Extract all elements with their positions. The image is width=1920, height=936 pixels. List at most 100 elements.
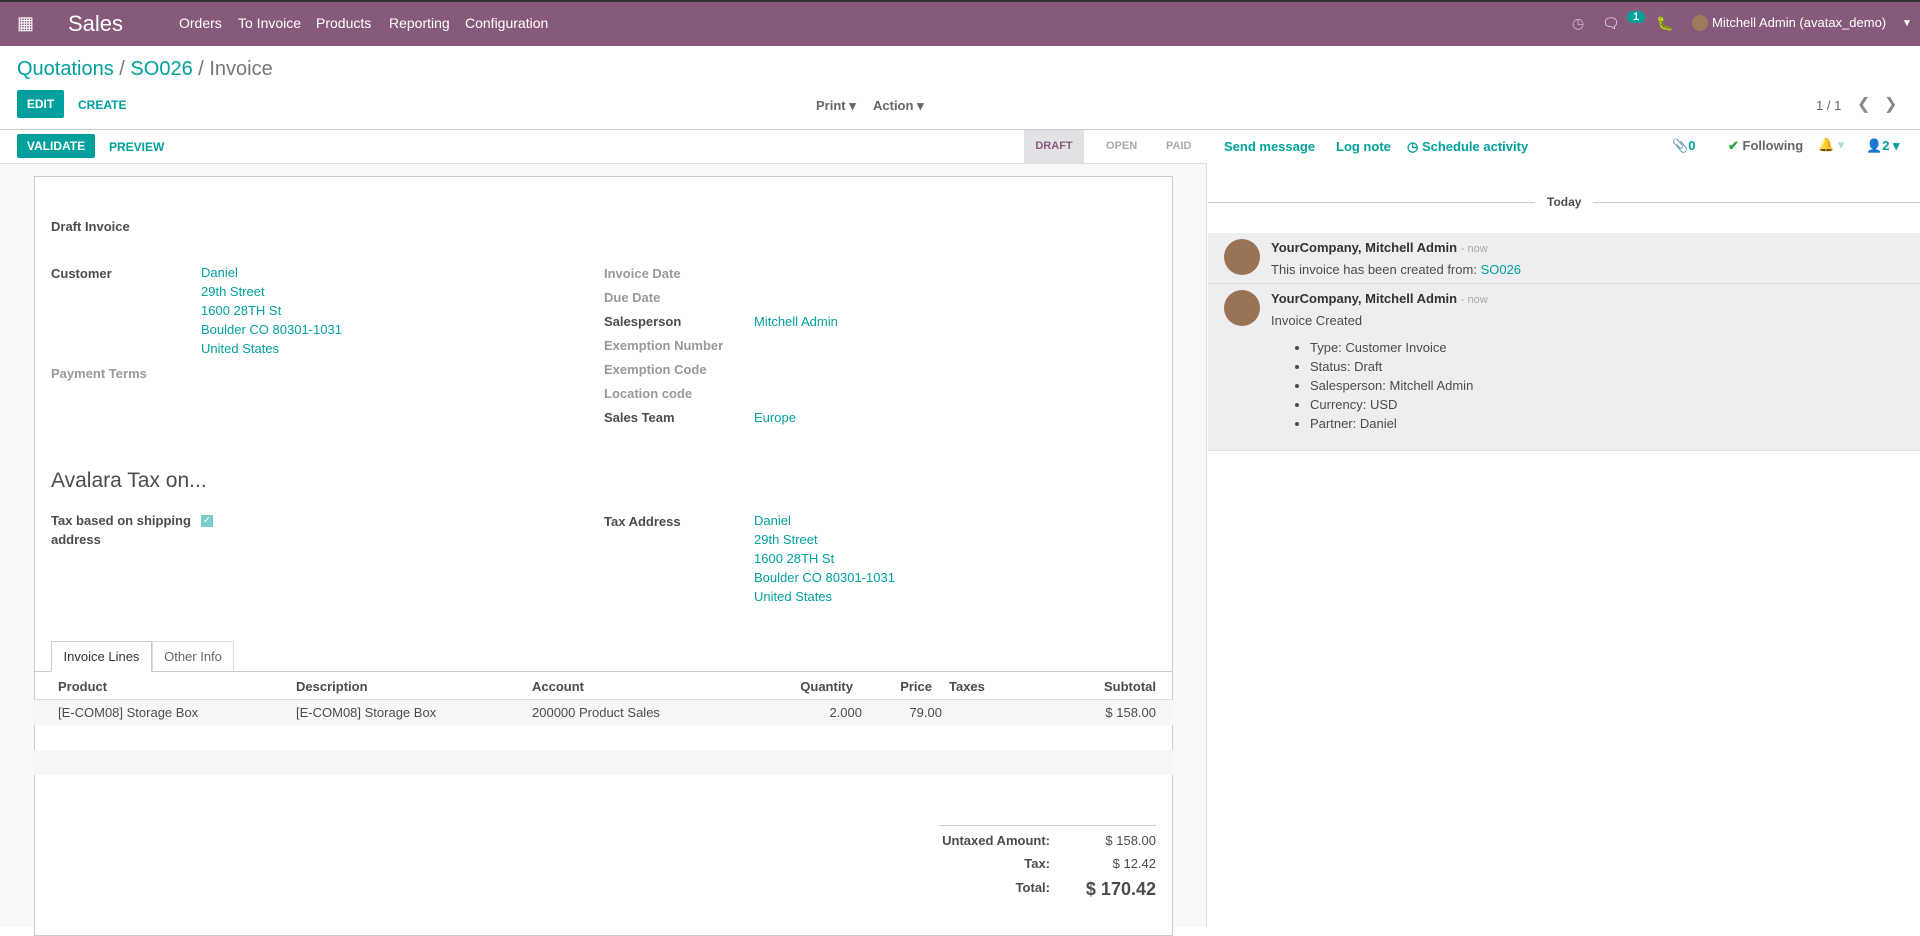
cell-price: 79.00 [909, 705, 942, 720]
pager: 1 / 1 [1816, 98, 1842, 113]
message-body: This invoice has been created from: SO02… [1271, 262, 1522, 277]
message-author: YourCompany, Mitchell Admin - now [1271, 291, 1488, 306]
customer-label: Customer [51, 266, 112, 281]
edit-button[interactable]: EDIT [17, 90, 64, 118]
attachments-button[interactable]: 📎0 [1672, 138, 1696, 153]
col-product[interactable]: Product [58, 679, 108, 694]
following-button[interactable]: ✔ Following [1728, 138, 1804, 153]
chevron-down-icon[interactable]: ▼ [1902, 18, 1912, 29]
tracking-list: Type: Customer InvoiceStatus: DraftSales… [1310, 338, 1473, 433]
tax-label: Tax: [1024, 856, 1050, 871]
form-title: Draft Invoice [51, 219, 130, 234]
untaxed-amount: $ 158.00 [1105, 833, 1156, 848]
tax-amount: $ 12.42 [1112, 856, 1156, 871]
col-subtotal[interactable]: Subtotal [1104, 679, 1156, 694]
avalara-section-title: Avalara Tax on... [51, 469, 207, 492]
tab-invoice-lines[interactable]: Invoice Lines [51, 641, 152, 672]
check-icon: ✔ [1728, 138, 1739, 153]
stage-paid[interactable]: PAID [1166, 140, 1192, 152]
action-dropdown[interactable]: Action ▾ [873, 98, 924, 113]
divider [0, 129, 1920, 130]
message-body: Invoice Created [1271, 313, 1363, 328]
messages-badge: 1 [1627, 11, 1646, 23]
paperclip-icon: 📎 [1672, 138, 1689, 153]
col-quantity[interactable]: Quantity [800, 679, 853, 694]
sales-team-field[interactable]: Europe [754, 410, 796, 425]
breadcrumb-current: Invoice [209, 58, 273, 80]
untaxed-label: Untaxed Amount: [942, 833, 1050, 848]
bell-icon[interactable]: 🔔 ▾ [1818, 137, 1845, 152]
location-code-label: Location code [604, 386, 693, 401]
col-taxes[interactable]: Taxes [949, 679, 985, 694]
followers-button[interactable]: 👤2 ▾ [1866, 138, 1900, 153]
tax-address-field[interactable]: Daniel 29th Street 1600 28TH St Boulder CO … [754, 513, 895, 604]
cell-product: [E-COM08] Storage Box [58, 705, 199, 720]
col-description[interactable]: Description [296, 679, 368, 694]
message-author: YourCompany, Mitchell Admin - now [1271, 240, 1488, 255]
totals-divider [939, 825, 1156, 826]
due-date-label: Due Date [604, 290, 661, 305]
menu-configuration[interactable]: Configuration [465, 15, 549, 31]
user-menu[interactable]: Mitchell Admin (avatax_demo) [1712, 15, 1887, 30]
pager-next-icon[interactable]: ❯ [1884, 96, 1898, 113]
statusbar [0, 130, 1207, 164]
pager-prev-icon[interactable]: ❮ [1857, 96, 1871, 113]
clock-icon: ◷ [1407, 139, 1419, 154]
stage-draft[interactable]: DRAFT [1024, 130, 1084, 163]
menu-products[interactable]: Products [316, 15, 372, 31]
apps-menu-icon[interactable]: ▦ [17, 13, 35, 33]
cell-account: 200000 Product Sales [532, 705, 660, 720]
menu-orders[interactable]: Orders [179, 15, 222, 31]
breadcrumb-quotations[interactable]: Quotations [17, 58, 114, 80]
breadcrumb-sep: / [198, 58, 204, 80]
tab-other-info[interactable]: Other Info [152, 641, 234, 671]
form-sheet [34, 176, 1173, 936]
so026-link[interactable]: SO026 [1480, 262, 1522, 277]
customer-field[interactable]: Daniel 29th Street 1600 28TH St Boulder CO … [201, 265, 342, 356]
tax-shipping-checkbox[interactable]: ✓ [201, 515, 213, 527]
breadcrumb-sep: / [119, 58, 125, 80]
avatar [1224, 239, 1260, 275]
navbar: ▦ Sales Orders To Invoice Products Repor… [0, 0, 1920, 46]
total-label: Total: [1015, 880, 1050, 895]
validate-button[interactable]: VALIDATE [17, 134, 95, 158]
breadcrumb-so026[interactable]: SO026 [130, 58, 193, 80]
cell-quantity: 2.000 [829, 705, 862, 720]
app-name[interactable]: Sales [68, 11, 124, 36]
table-header [34, 672, 1173, 700]
cell-subtotal: $ 158.00 [1105, 705, 1156, 720]
col-price[interactable]: Price [900, 679, 932, 694]
sales-team-label: Sales Team [604, 410, 675, 425]
schedule-activity-button[interactable]: ◷ Schedule activity [1407, 139, 1529, 154]
salesperson-label: Salesperson [604, 314, 682, 329]
message-1 [1208, 233, 1920, 284]
preview-button[interactable]: PREVIEW [109, 140, 165, 154]
invoice-date-label: Invoice Date [604, 266, 681, 281]
log-note-button[interactable]: Log note [1336, 139, 1391, 154]
salesperson-field[interactable]: Mitchell Admin [754, 314, 838, 329]
avatar [1224, 290, 1260, 326]
stage-open[interactable]: OPEN [1106, 140, 1138, 152]
col-account[interactable]: Account [532, 679, 584, 694]
tax-address-label: Tax Address [604, 514, 681, 529]
breadcrumb: Quotations / SO026 / Invoice [17, 58, 273, 81]
debug-icon[interactable]: 🐛 [1656, 15, 1674, 31]
user-icon: 👤 [1866, 138, 1883, 153]
print-dropdown[interactable]: Print ▾ [816, 98, 856, 113]
total-amount: $ 170.42 [1085, 879, 1156, 899]
clock-icon[interactable]: ◷ [1572, 15, 1585, 31]
avatar [1692, 15, 1708, 31]
menu-reporting[interactable]: Reporting [389, 15, 450, 31]
send-message-button[interactable]: Send message [1224, 139, 1316, 154]
payment-terms-label: Payment Terms [51, 366, 147, 381]
messages-icon[interactable]: 🗨 [1602, 15, 1620, 31]
exemption-number-label: Exemption Number [604, 338, 724, 353]
menu-to-invoice[interactable]: To Invoice [238, 15, 302, 31]
table-row[interactable] [34, 700, 1173, 725]
create-button[interactable]: CREATE [78, 98, 127, 112]
exemption-code-label: Exemption Code [604, 362, 707, 377]
empty-row [34, 750, 1173, 775]
today-label: Today [1535, 195, 1594, 209]
tabs-underline [34, 671, 1173, 672]
tax-shipping-label: Tax based on shipping address [51, 513, 191, 547]
